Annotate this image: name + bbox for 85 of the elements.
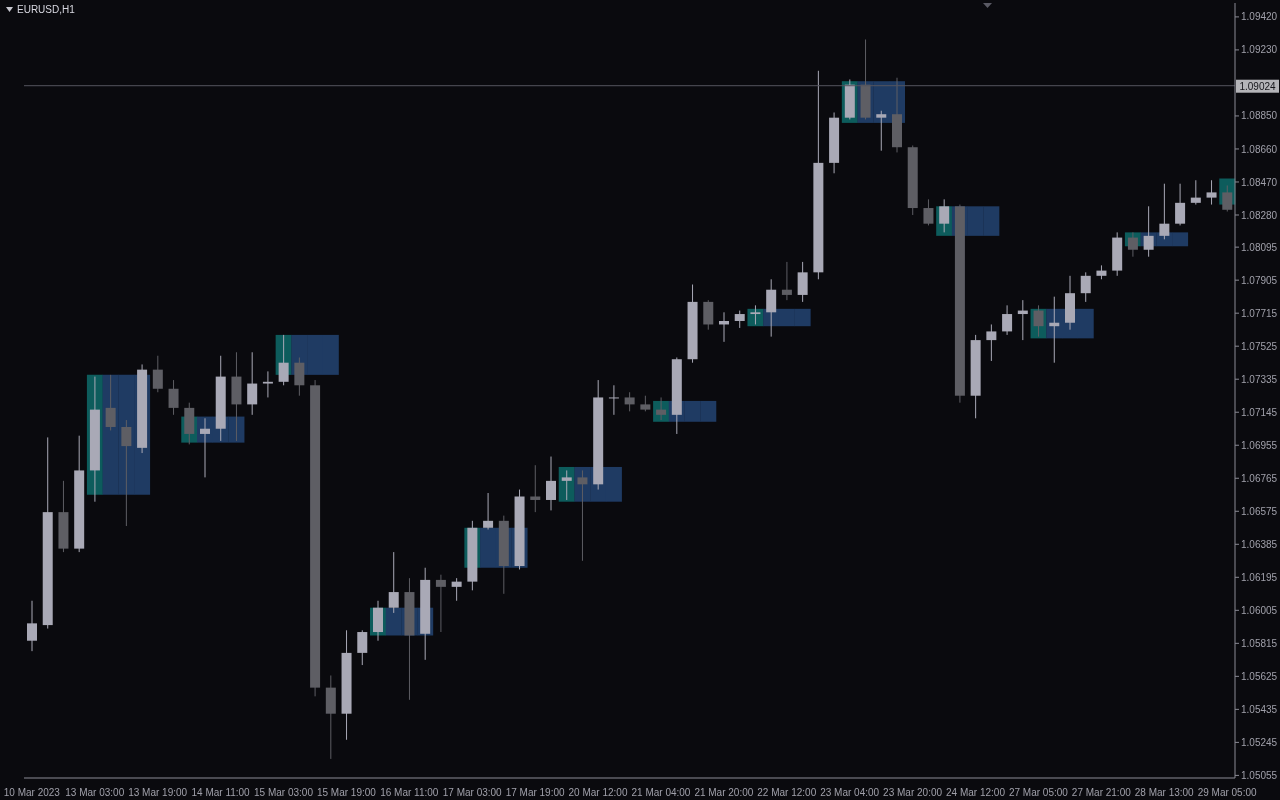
candlestick: [939, 198, 950, 233]
x-tick-label: 20 Mar 12:00: [568, 787, 628, 798]
candlestick: [624, 391, 635, 412]
y-tick-label: 1.07145: [1241, 406, 1278, 418]
candlestick: [703, 299, 714, 331]
candlestick: [750, 304, 761, 325]
y-tick-label: 1.07525: [1241, 340, 1278, 352]
candlestick: [1002, 304, 1013, 336]
x-tick-label: 27 Mar 05:00: [1008, 787, 1069, 798]
x-tick-label: 17 Mar 03:00: [442, 787, 503, 798]
y-tick-label: 1.05625: [1241, 670, 1278, 682]
candlestick: [435, 574, 446, 633]
ref-line-label: 1.09024: [1239, 80, 1277, 92]
candlestick: [1143, 205, 1154, 258]
candlestick: [121, 419, 132, 527]
y-tick-label: 1.08470: [1241, 176, 1278, 188]
candlestick: [781, 261, 792, 301]
x-tick-label: 13 Mar 19:00: [128, 787, 188, 798]
candlestick: [357, 629, 368, 666]
candlestick: [986, 323, 997, 362]
candlestick: [530, 464, 541, 513]
candlestick: [483, 492, 494, 531]
candlestick: [1190, 179, 1201, 206]
candlestick: [608, 384, 619, 416]
candlestick: [546, 456, 556, 511]
y-tick-label: 1.08280: [1241, 209, 1278, 221]
x-tick-label: 15 Mar 19:00: [316, 787, 377, 798]
candlestick: [1175, 183, 1186, 226]
x-tick-label: 23 Mar 20:00: [883, 787, 943, 798]
candlestick: [388, 551, 399, 614]
x-tick-label: 13 Mar 03:00: [65, 787, 125, 798]
y-tick-label: 1.05055: [1241, 769, 1278, 781]
x-tick-label: 15 Mar 03:00: [254, 787, 314, 798]
candlestick: [1206, 179, 1217, 206]
y-tick-label: 1.05435: [1241, 703, 1278, 715]
x-tick-label: 24 Mar 12:00: [946, 787, 1006, 798]
candlestick: [1222, 184, 1233, 213]
x-tick-label: 29 Mar 05:00: [1197, 787, 1258, 798]
candlestick: [105, 374, 116, 431]
y-tick-label: 1.09230: [1241, 44, 1278, 56]
candlestick: [247, 351, 258, 416]
candlestick: [294, 356, 305, 397]
candlestick: [278, 334, 289, 386]
candlestick: [152, 355, 163, 393]
candlestick: [797, 261, 808, 303]
candlestick: [451, 577, 462, 602]
y-tick-label: 1.09420: [1241, 11, 1278, 23]
x-tick-label: 17 Mar 19:00: [505, 787, 566, 798]
candlestick: [577, 469, 588, 562]
candlestick: [923, 198, 934, 226]
y-tick-label: 1.07905: [1241, 274, 1278, 286]
y-tick-label: 1.06765: [1241, 472, 1278, 484]
y-tick-label: 1.06195: [1241, 571, 1278, 583]
y-tick-label: 1.08095: [1241, 241, 1278, 253]
candlestick: [200, 417, 210, 478]
y-tick-label: 1.06575: [1241, 505, 1278, 517]
candlestick: [1080, 271, 1091, 303]
y-tick-label: 1.08660: [1241, 143, 1278, 155]
x-tick-label: 23 Mar 04:00: [820, 787, 880, 798]
x-tick-label: 10 Mar 2023: [3, 787, 61, 798]
y-tick-label: 1.08850: [1241, 110, 1278, 122]
y-tick-label: 1.07715: [1241, 307, 1278, 319]
y-tick-label: 1.07335: [1241, 373, 1278, 385]
candlestick: [876, 110, 887, 152]
x-tick-label: 22 Mar 12:00: [757, 787, 817, 798]
x-tick-label: 14 Mar 11:00: [191, 787, 251, 798]
x-tick-label: 21 Mar 04:00: [631, 787, 691, 798]
candlestick: [1127, 231, 1138, 258]
y-tick-label: 1.06385: [1241, 538, 1278, 550]
candlestick: [1033, 304, 1044, 338]
x-tick-label: 27 Mar 21:00: [1071, 787, 1132, 798]
candlestick: [656, 396, 667, 421]
x-tick-label: 16 Mar 11:00: [380, 787, 439, 798]
x-tick-label: 21 Mar 20:00: [694, 787, 754, 798]
candlestick: [27, 600, 37, 652]
candlestick: [766, 278, 777, 338]
y-tick-label: 1.06955: [1241, 439, 1278, 451]
candlestick: [168, 379, 179, 416]
y-tick-label: 1.05815: [1241, 637, 1278, 649]
chart-title: EURUSD,H1: [17, 4, 75, 15]
candlestick: [262, 370, 273, 398]
candlestick: [1159, 183, 1170, 240]
x-tick-label: 28 Mar 13:00: [1134, 787, 1195, 798]
y-tick-label: 1.06005: [1241, 604, 1278, 616]
y-tick-label: 1.05245: [1241, 736, 1278, 748]
